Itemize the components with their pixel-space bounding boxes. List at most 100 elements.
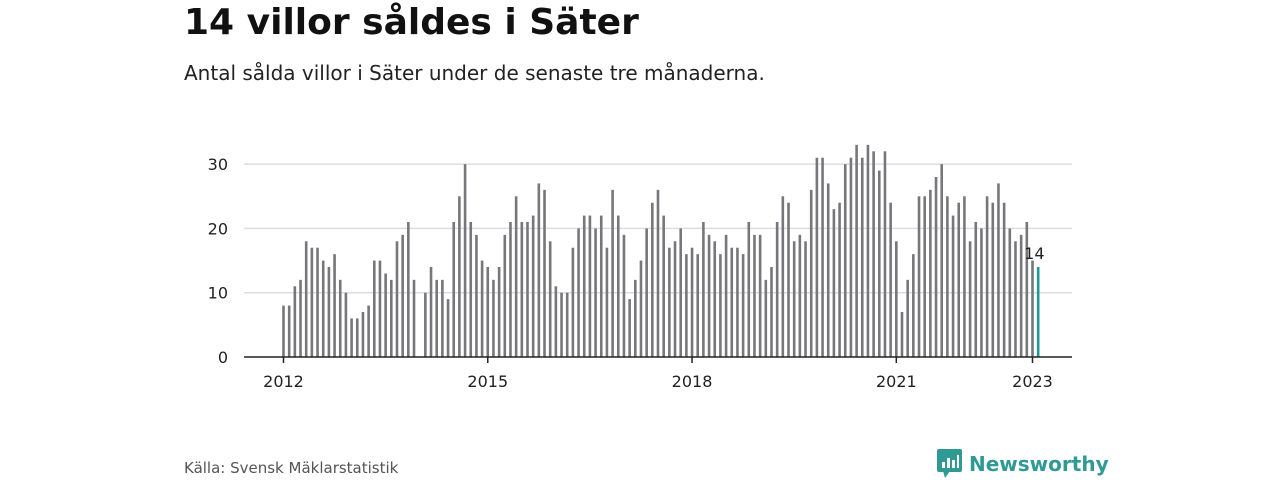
bar <box>395 241 399 357</box>
bars <box>282 144 1040 357</box>
bar <box>599 215 603 357</box>
bar <box>963 196 966 357</box>
bar <box>446 299 450 357</box>
bar <box>685 254 688 357</box>
tick-labels: 0 10 20 30 14 2012 2015 2018 2021 2023 <box>208 155 1053 391</box>
bar <box>372 260 376 357</box>
bar <box>304 241 308 357</box>
bar <box>980 228 983 357</box>
bar <box>282 305 285 357</box>
bar <box>826 183 830 357</box>
bar <box>702 222 705 357</box>
bar <box>407 222 410 357</box>
bar <box>628 299 631 357</box>
bar <box>355 318 359 357</box>
bar <box>1019 234 1023 357</box>
bar <box>429 267 433 357</box>
bar <box>991 202 995 357</box>
bar <box>860 157 864 357</box>
x-tick-label: 2023 <box>1012 372 1053 391</box>
bar <box>463 164 467 357</box>
bar <box>1025 222 1029 357</box>
bar <box>741 254 745 357</box>
y-tick-label: 0 <box>218 348 228 367</box>
bar <box>997 183 1000 357</box>
chart-title: 14 villor såldes i Säter <box>184 2 639 43</box>
bar <box>764 279 768 357</box>
bar <box>690 247 694 357</box>
bar <box>458 196 461 357</box>
bar <box>520 222 524 357</box>
bar <box>605 247 609 357</box>
bar <box>668 247 671 357</box>
bar <box>968 241 972 357</box>
bar <box>912 254 915 357</box>
bar <box>537 183 541 357</box>
bar <box>503 234 507 357</box>
bar <box>1014 241 1017 357</box>
bar <box>889 202 892 357</box>
bar <box>951 215 955 357</box>
bar <box>492 279 495 357</box>
bar <box>787 202 790 357</box>
bar <box>753 234 756 357</box>
bar <box>895 241 898 357</box>
bar <box>412 279 416 357</box>
bar <box>872 151 875 357</box>
brand-logo[interactable]: Newsworthy <box>937 448 1109 480</box>
bar <box>531 215 535 357</box>
source-note: Källa: Svensk Mäklarstatistik <box>184 459 399 477</box>
bar <box>338 279 342 357</box>
bar <box>645 228 648 357</box>
x-tick-label: 2021 <box>876 372 917 391</box>
bar <box>588 215 592 357</box>
bar <box>480 260 484 357</box>
bar <box>662 215 665 357</box>
bar <box>1031 260 1034 357</box>
bar <box>747 222 751 357</box>
bar <box>486 267 490 357</box>
bar <box>736 247 739 357</box>
bar <box>883 151 887 357</box>
bar <box>634 279 637 357</box>
bar <box>1002 202 1006 357</box>
bar <box>497 267 501 357</box>
bar <box>758 234 762 357</box>
bar <box>424 292 427 357</box>
bar <box>730 247 734 357</box>
bar <box>843 164 847 357</box>
bar <box>616 215 620 357</box>
bar <box>565 292 569 357</box>
bar <box>435 279 439 357</box>
bar <box>571 247 575 357</box>
bar <box>713 241 717 357</box>
x-tick-label: 2018 <box>672 372 713 391</box>
bar-highlight <box>1036 267 1040 357</box>
bar <box>673 241 677 357</box>
bar <box>917 196 921 357</box>
bar <box>622 234 626 357</box>
bar <box>679 228 682 357</box>
bar <box>452 222 456 357</box>
bar <box>781 196 785 357</box>
bar <box>906 279 909 357</box>
bar <box>321 260 325 357</box>
y-tick-label: 30 <box>208 155 228 174</box>
bar <box>287 305 291 357</box>
bar <box>957 202 961 357</box>
bar <box>849 157 853 357</box>
bar <box>469 222 473 357</box>
bar <box>367 305 370 357</box>
bar <box>929 189 932 357</box>
bar <box>804 241 807 357</box>
bar <box>815 157 819 357</box>
bar <box>696 254 700 357</box>
x-tick-label: 2015 <box>467 372 508 391</box>
bar <box>582 215 586 357</box>
axes <box>244 356 1072 363</box>
bar <box>798 234 802 357</box>
bar <box>316 247 319 357</box>
bar <box>639 260 643 357</box>
bar <box>855 144 858 357</box>
bar <box>792 241 796 357</box>
